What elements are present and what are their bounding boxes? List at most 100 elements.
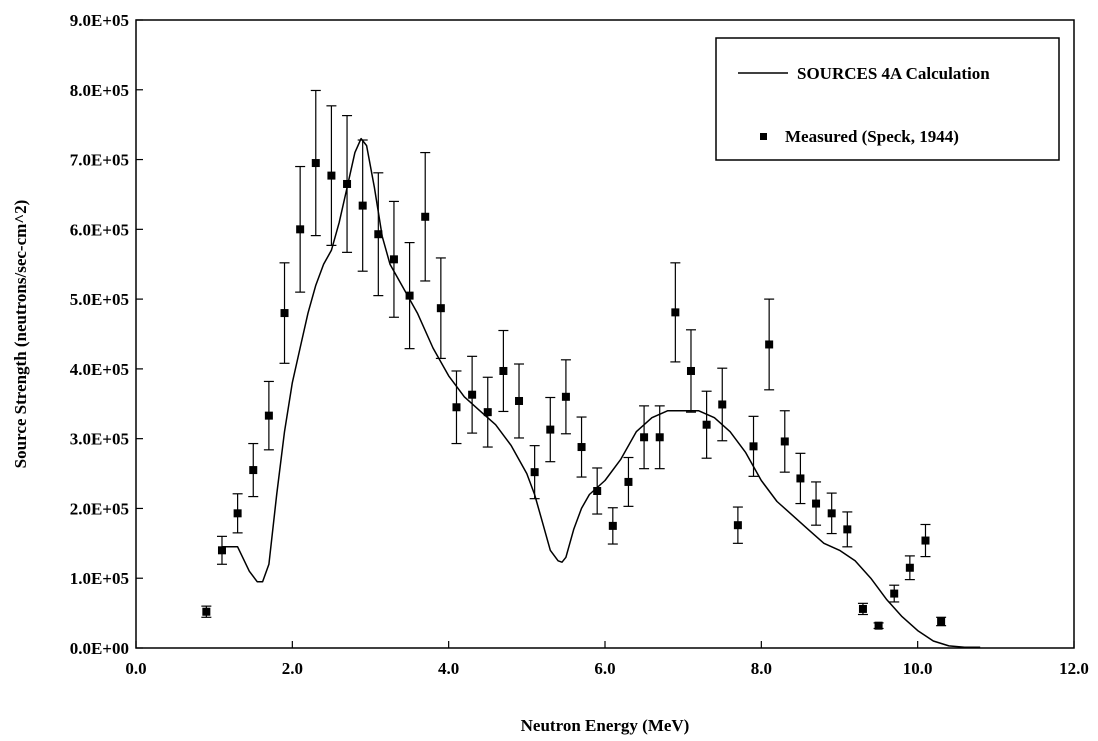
data-point (889, 584, 900, 603)
measured-marker (733, 521, 742, 530)
data-point (748, 415, 759, 477)
data-point (404, 241, 415, 350)
y-axis: 0.0E+00 1.0E+05 2.0E+05 3.0E+05 4.0E+05 5.0E+… (70, 11, 143, 658)
measured-marker (749, 442, 758, 451)
data-point (685, 329, 696, 413)
data-point (342, 114, 353, 253)
measured-marker (905, 563, 914, 572)
x-tick-label: 8.0 (751, 659, 772, 678)
x-axis: 0.0 2.0 4.0 6.0 8.0 10.0 12.0 (125, 641, 1089, 678)
legend-label-calculation: SOURCES 4A Calculation (797, 64, 990, 83)
measured-marker (421, 212, 430, 221)
data-point (514, 363, 525, 439)
data-point (607, 507, 618, 545)
measured-marker (499, 366, 508, 375)
data-point (857, 602, 868, 616)
data-point (764, 298, 775, 391)
x-tick-label: 0.0 (125, 659, 146, 678)
data-point (388, 200, 399, 318)
data-point (451, 370, 462, 445)
measured-marker (515, 396, 524, 405)
data-point (732, 506, 743, 544)
measured-marker (624, 477, 633, 486)
calculation-series (222, 137, 981, 649)
y-tick-label: 0.0E+00 (70, 639, 129, 658)
data-point (467, 355, 478, 434)
legend: SOURCES 4A Calculation Measured (Speck, … (715, 37, 1060, 161)
data-point (498, 329, 509, 413)
measured-marker (655, 433, 664, 442)
y-tick-label: 5.0E+05 (70, 290, 129, 309)
y-tick-label: 9.0E+05 (70, 11, 129, 30)
measured-marker (812, 499, 821, 508)
data-point (811, 481, 822, 526)
measured-marker (358, 201, 367, 210)
y-tick-label: 7.0E+05 (70, 151, 129, 170)
y-tick-label: 4.0E+05 (70, 360, 129, 379)
x-tick-label: 2.0 (282, 659, 303, 678)
measured-marker (780, 437, 789, 446)
measured-marker (452, 403, 461, 412)
measured-marker (640, 433, 649, 442)
measured-marker (296, 225, 305, 234)
y-tick-label: 6.0E+05 (70, 220, 129, 239)
x-axis-title: Neutron Energy (MeV) (521, 716, 690, 735)
measured-marker (249, 466, 258, 475)
measured-marker (686, 366, 695, 375)
measured-marker (343, 179, 352, 188)
data-point (936, 616, 947, 627)
y-tick-label: 3.0E+05 (70, 430, 129, 449)
y-tick-label: 2.0E+05 (70, 499, 129, 518)
measured-marker (765, 340, 774, 349)
data-point (904, 555, 915, 581)
data-point (279, 262, 290, 364)
x-tick-label: 10.0 (903, 659, 933, 678)
measured-marker (327, 171, 336, 180)
data-point (310, 89, 321, 237)
data-point (560, 359, 571, 435)
data-point (545, 396, 556, 463)
measured-marker (718, 400, 727, 409)
measured-marker (374, 230, 383, 239)
data-point (248, 442, 259, 498)
data-point (842, 511, 853, 548)
measured-marker (546, 425, 555, 434)
measured-series (201, 89, 947, 630)
data-point (920, 523, 931, 558)
data-point (529, 445, 540, 500)
measured-marker (593, 487, 602, 495)
measured-marker (796, 474, 805, 483)
y-tick-label: 8.0E+05 (70, 81, 129, 100)
data-point (670, 262, 681, 363)
measured-marker (702, 420, 711, 429)
measured-marker (937, 617, 946, 626)
data-point (623, 456, 634, 507)
data-point (420, 151, 431, 282)
measured-marker (389, 255, 398, 264)
data-point (717, 367, 728, 442)
y-axis-title: Source Strength (neutrons/sec-cm^2) (11, 200, 30, 469)
data-point (201, 605, 212, 618)
measured-marker (483, 408, 492, 417)
measured-marker (827, 509, 836, 518)
data-point (263, 380, 274, 451)
measured-marker (217, 546, 226, 555)
data-point (779, 410, 790, 473)
x-tick-label: 12.0 (1059, 659, 1089, 678)
y-tick-label: 1.0E+05 (70, 569, 129, 588)
measured-marker (921, 536, 930, 545)
measured-marker (858, 604, 867, 613)
legend-label-measured: Measured (Speck, 1944) (785, 127, 959, 146)
data-point (701, 390, 712, 459)
legend-marker-swatch (760, 133, 767, 140)
data-point (435, 257, 446, 360)
data-point (357, 139, 368, 272)
measured-marker (264, 411, 273, 420)
measured-marker (874, 621, 883, 630)
measured-marker (468, 390, 477, 399)
data-point (576, 416, 587, 478)
measured-marker (608, 521, 617, 530)
x-tick-label: 6.0 (594, 659, 615, 678)
data-point (232, 493, 243, 534)
